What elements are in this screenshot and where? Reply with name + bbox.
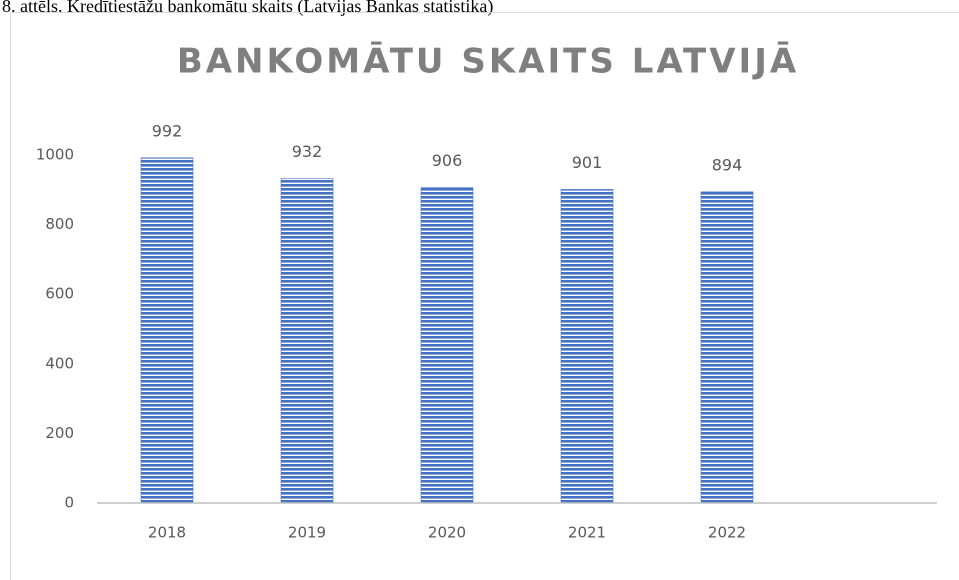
data-label: 992	[152, 121, 183, 140]
bar	[560, 189, 614, 504]
caption: 8. attēls. Kredītiestāžu bankomātu skait…	[2, 0, 493, 17]
x-tick-label: 2021	[568, 524, 606, 542]
bar	[700, 191, 754, 504]
bar	[420, 187, 474, 504]
y-tick-label: 1000	[36, 146, 74, 164]
bar	[140, 157, 194, 504]
bar	[280, 178, 334, 504]
chart-title: BANKOMĀTU SKAITS LATVIJĀ	[177, 42, 799, 82]
chart-frame	[10, 12, 959, 580]
x-tick-label: 2018	[148, 524, 186, 542]
data-label: 894	[712, 155, 743, 174]
y-tick-label: 0	[64, 494, 74, 512]
data-label: 932	[292, 142, 323, 161]
x-tick-label: 2020	[428, 524, 466, 542]
y-tick-label: 800	[45, 215, 74, 233]
y-tick-label: 400	[45, 354, 74, 372]
data-label: 901	[572, 153, 603, 172]
x-tick-label: 2022	[708, 524, 746, 542]
y-tick-label: 200	[45, 424, 74, 442]
data-label: 906	[432, 151, 463, 170]
x-tick-label: 2019	[288, 524, 326, 542]
y-tick-label: 600	[45, 285, 74, 303]
